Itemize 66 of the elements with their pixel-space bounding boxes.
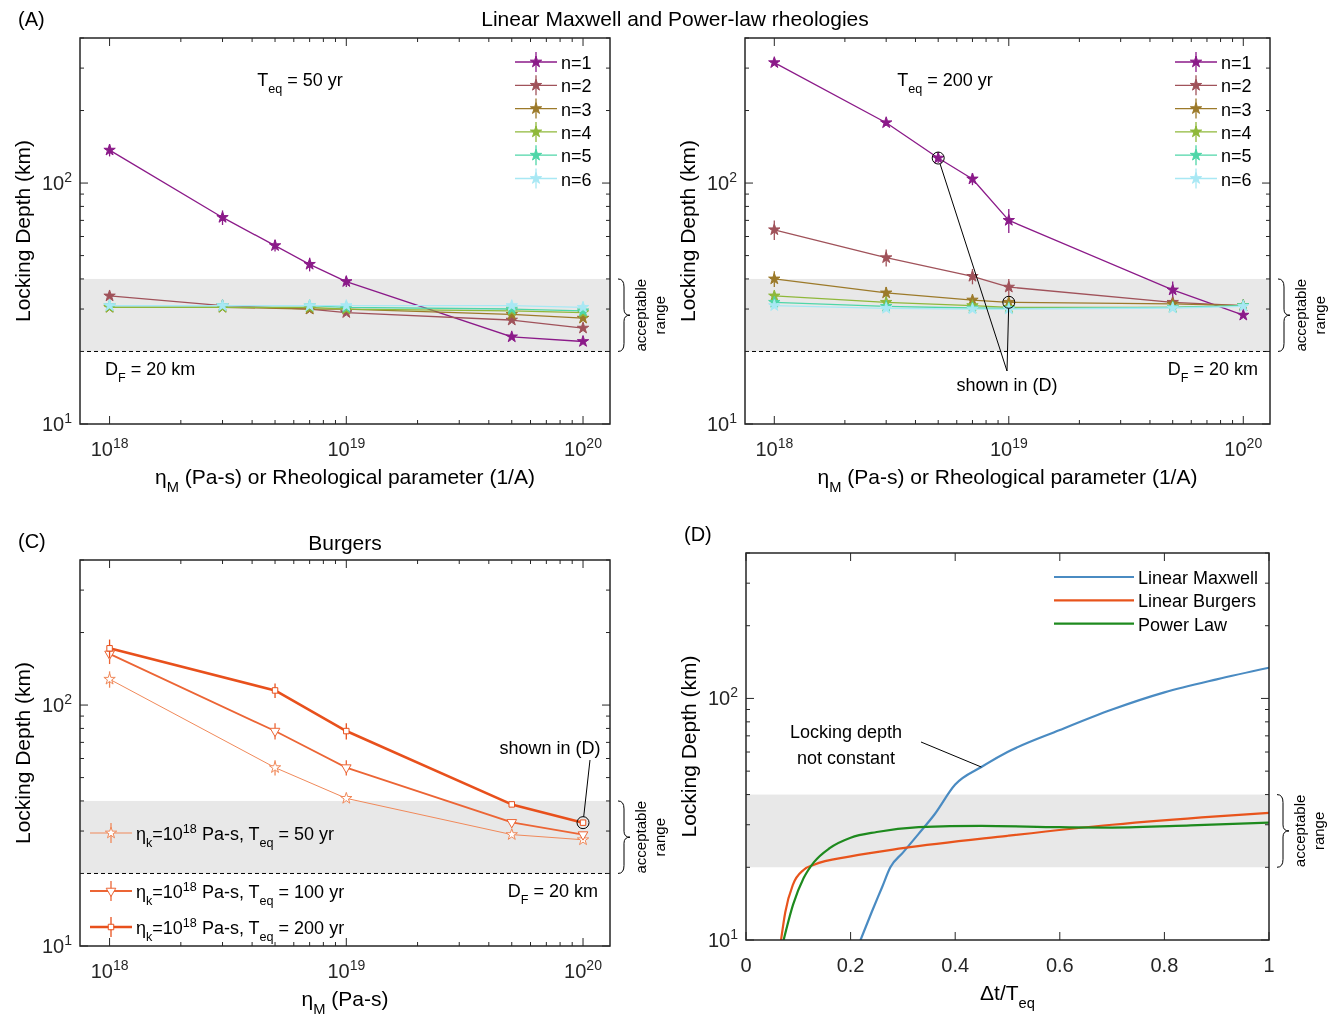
y-tick-label: 10$^{1}$ (41, 410, 73, 435)
x-tick-label: 0.6 (1045, 954, 1074, 976)
y-tick-label: 10$^{2}$ (41, 691, 73, 717)
y-tick-label: 10$^{1}$ (707, 926, 739, 951)
band-label: acceptable range (632, 278, 668, 352)
legend-label: η$_{k}$=10$^{18}$ Pa-s, T$_{eq}$ = 200 yr (136, 916, 345, 944)
legend-label: Linear Burgers (1138, 591, 1257, 612)
legend-label: Linear Maxwell (1138, 568, 1259, 588)
x-tick-label: 10$^{18}$ (90, 957, 129, 982)
legend-label: n=6 (561, 169, 592, 190)
y-axis-title: Locking Depth (km) (676, 139, 699, 323)
legend-label: n=4 (561, 122, 592, 143)
x-tick-label: 0.4 (941, 954, 970, 976)
x-tick-label: 10$^{19}$ (989, 435, 1028, 460)
legend-label: n=5 (1221, 146, 1252, 167)
ref-line-label: D$_{F}$ = 20 km (105, 359, 196, 386)
band-label: acceptable range (1292, 278, 1328, 352)
band-label: acceptable range (632, 800, 668, 874)
x-tick-label: 0.2 (836, 954, 865, 976)
x-tick-label: 10$^{19}$ (327, 957, 366, 982)
x-axis-title: Δt/T$_{eq}$ (980, 981, 1035, 1011)
legend-label: n=2 (1221, 76, 1252, 97)
x-axis-title: η$_{M}$ (Pa-s) or Rheological parameter (1/A) (155, 465, 535, 495)
y-axis-title: Locking Depth (km) (11, 661, 34, 845)
x-tick-label: 0 (740, 954, 752, 976)
ref-line-label: D$_{F}$ = 20 km (1167, 359, 1258, 386)
text: (C) (18, 530, 46, 552)
legend-label: n=1 (561, 53, 592, 73)
annotation: T$_{eq}$ = 200 yr (897, 70, 993, 96)
x-tick-label: 10$^{20}$ (564, 435, 603, 460)
x-tick-label: 10$^{19}$ (327, 435, 366, 460)
y-axis-title: Locking Depth (km) (11, 139, 34, 323)
y-tick-label: 10$^{2}$ (707, 684, 739, 710)
legend-label: n=6 (1221, 169, 1252, 190)
legend-label: η$_{k}$=10$^{18}$ Pa-s, T$_{eq}$ = 50 yr (136, 822, 335, 850)
legend-label: n=3 (561, 99, 592, 120)
x-tick-label: 0.8 (1150, 954, 1179, 976)
legend-label: n=3 (1221, 99, 1252, 120)
legend-label: n=2 (561, 76, 592, 97)
x-tick-label: 10$^{18}$ (755, 435, 794, 460)
annotation: T$_{eq}$ = 50 yr (257, 70, 343, 96)
legend-label: Power Law (1138, 614, 1229, 635)
annotation: Locking depth not constant (789, 722, 903, 768)
y-tick-label: 10$^{2}$ (41, 169, 73, 195)
band-label: acceptable range (1291, 794, 1327, 868)
y-axis-title: Locking Depth (km) (677, 655, 700, 838)
ref-line-label: D$_{F}$ = 20 km (507, 881, 598, 908)
x-tick-label: 10$^{20}$ (564, 957, 603, 982)
legend-label: η$_{k}$=10$^{18}$ Pa-s, T$_{eq}$ = 100 yr (136, 880, 345, 908)
x-tick-label: 10$^{18}$ (90, 435, 129, 460)
x-axis-title: η$_{M}$ (Pa-s) or Rheological parameter (1/A) (817, 465, 1198, 495)
x-tick-label: 10$^{20}$ (1224, 435, 1263, 460)
y-tick-label: 10$^{2}$ (706, 169, 738, 195)
annotation: shown in (D) (956, 375, 1058, 395)
legend-label: n=1 (1221, 53, 1252, 73)
text: (A) (18, 8, 45, 30)
y-tick-label: 10$^{1}$ (706, 410, 738, 435)
annotation: shown in (D) (499, 738, 601, 758)
legend-label: n=4 (1221, 122, 1252, 143)
legend-label: n=5 (561, 146, 592, 167)
text: (D) (684, 523, 712, 545)
text: Linear Maxwell and Power-law rheologies (481, 7, 869, 30)
chart-title: Burgers (308, 531, 382, 554)
x-tick-label: 1 (1263, 954, 1275, 976)
y-tick-label: 10$^{1}$ (41, 932, 73, 957)
x-axis-title: η$_{M}$ (Pa-s) (301, 987, 389, 1017)
